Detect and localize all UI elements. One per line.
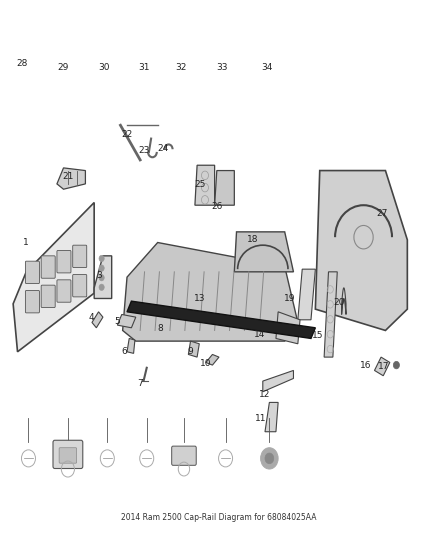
Polygon shape (195, 165, 215, 205)
FancyBboxPatch shape (57, 251, 71, 273)
Polygon shape (57, 168, 85, 189)
Text: 19: 19 (284, 294, 296, 303)
Text: 32: 32 (176, 63, 187, 72)
Text: 34: 34 (261, 63, 273, 72)
Text: 25: 25 (194, 181, 205, 189)
FancyBboxPatch shape (41, 256, 55, 278)
Text: 13: 13 (194, 294, 205, 303)
FancyBboxPatch shape (73, 245, 87, 268)
Polygon shape (117, 314, 136, 328)
FancyBboxPatch shape (41, 285, 55, 308)
Text: 31: 31 (138, 63, 149, 72)
Circle shape (99, 284, 104, 290)
Polygon shape (127, 338, 135, 353)
Text: 20: 20 (334, 298, 345, 307)
Text: 16: 16 (360, 361, 372, 369)
Text: 26: 26 (212, 203, 223, 211)
Polygon shape (215, 171, 234, 205)
Polygon shape (324, 272, 337, 357)
Polygon shape (206, 354, 219, 365)
Text: 6: 6 (121, 348, 127, 356)
Circle shape (99, 274, 104, 281)
Text: 9: 9 (187, 348, 193, 356)
Text: 24: 24 (157, 144, 169, 152)
Circle shape (99, 265, 104, 271)
FancyBboxPatch shape (53, 440, 83, 469)
Text: 8: 8 (158, 325, 164, 333)
Polygon shape (263, 370, 293, 392)
Text: 14: 14 (254, 330, 265, 338)
Text: 17: 17 (378, 362, 389, 370)
FancyBboxPatch shape (25, 261, 39, 284)
Text: 23: 23 (138, 146, 149, 155)
Polygon shape (265, 402, 278, 432)
Text: 27: 27 (376, 209, 388, 217)
Polygon shape (276, 312, 300, 344)
Text: 22: 22 (121, 130, 133, 139)
Text: 5: 5 (114, 317, 120, 326)
Circle shape (261, 448, 278, 469)
FancyBboxPatch shape (172, 446, 196, 465)
FancyBboxPatch shape (25, 290, 39, 313)
Text: 12: 12 (259, 390, 271, 399)
Circle shape (99, 255, 104, 262)
Text: 10: 10 (200, 359, 212, 368)
FancyBboxPatch shape (57, 280, 71, 302)
Text: 30: 30 (98, 63, 110, 72)
Polygon shape (342, 288, 346, 314)
Text: 2014 Ram 2500 Cap-Rail Diagram for 68084025AA: 2014 Ram 2500 Cap-Rail Diagram for 68084… (121, 513, 317, 522)
Polygon shape (315, 171, 407, 330)
Text: 7: 7 (137, 379, 143, 387)
Polygon shape (94, 256, 112, 298)
Polygon shape (188, 341, 199, 357)
Polygon shape (92, 312, 103, 328)
Polygon shape (234, 232, 293, 272)
Circle shape (393, 361, 399, 369)
Text: 29: 29 (57, 63, 68, 72)
Circle shape (265, 453, 274, 464)
Text: 28: 28 (16, 60, 28, 68)
FancyBboxPatch shape (73, 274, 87, 297)
Text: 11: 11 (255, 414, 266, 423)
Text: 4: 4 (88, 313, 94, 321)
Text: 3: 3 (96, 271, 102, 280)
Text: 15: 15 (312, 332, 323, 340)
Polygon shape (13, 203, 94, 352)
FancyBboxPatch shape (59, 448, 77, 463)
Polygon shape (127, 301, 315, 338)
Text: 33: 33 (217, 63, 228, 72)
Polygon shape (298, 269, 315, 320)
Polygon shape (123, 243, 298, 341)
Polygon shape (374, 357, 390, 376)
Text: 21: 21 (62, 173, 74, 181)
Text: 18: 18 (247, 236, 258, 244)
Text: 1: 1 (22, 238, 28, 247)
